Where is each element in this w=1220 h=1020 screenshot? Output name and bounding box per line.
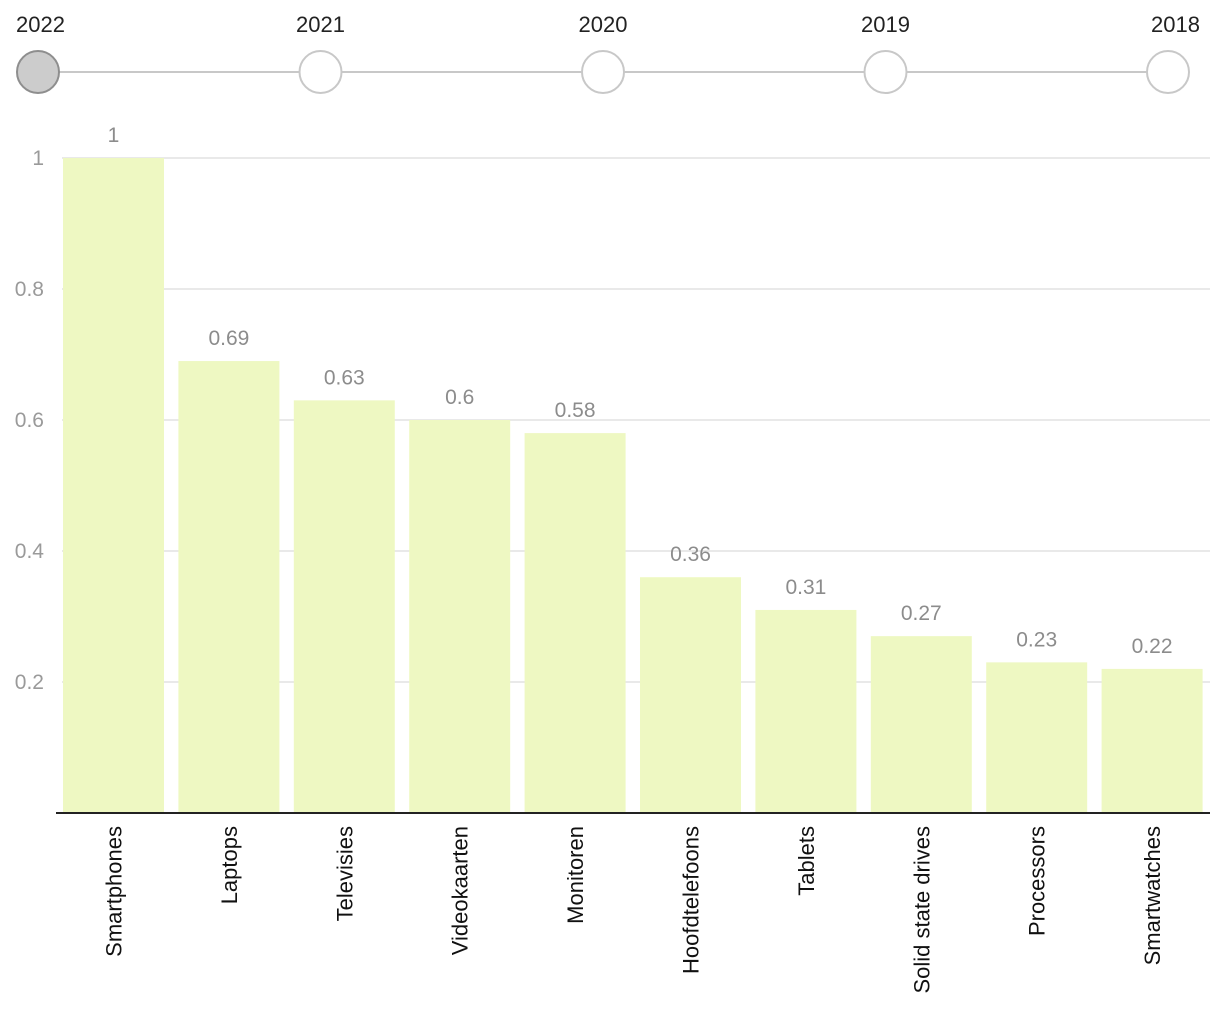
category-label: Hoofdtelefoons [679,826,704,974]
bars [63,158,1203,813]
year-dot-2021[interactable] [298,50,343,94]
year-dot-2018[interactable] [1146,50,1190,94]
value-label: 0.31 [785,576,826,599]
year-dot-2022[interactable] [16,50,60,94]
bar-tablets [755,609,857,813]
category-label: Processors [1025,826,1050,936]
bar-smartphones [63,158,164,813]
category-label: Solid state drives [909,826,934,994]
category-label: Monitoren [563,826,588,924]
y-tick-label: 0.8 [15,278,44,301]
category-label: Televisies [332,826,357,921]
year-label-2021[interactable]: 2021 [296,12,345,37]
y-tick-label: 0.4 [15,540,45,563]
year-label-2019[interactable]: 2019 [861,12,910,37]
y-tick-label: 0.6 [15,409,44,432]
year-dot-2020[interactable] [581,50,625,94]
y-axis-ticks: 0.2 0.4 0.6 0.8 1 [15,147,45,694]
y-tick-label: 0.2 [15,671,44,694]
value-labels: 1 0.69 0.63 0.6 0.58 0.36 0.31 0.27 0.23 0.22 [108,124,1173,658]
value-label: 0.6 [445,386,474,409]
year-dot-2019[interactable] [863,50,908,94]
value-label: 1 [108,124,120,147]
category-label: Tablets [794,826,819,896]
category-label: Smartphones [102,826,127,957]
bar-processors [986,662,1088,813]
bar-monitoren [524,433,626,813]
value-label: 0.36 [670,543,711,566]
value-label: 0.63 [324,366,365,389]
value-label: 0.69 [208,327,249,350]
year-label-2018[interactable]: 2018 [1151,12,1200,37]
year-label-2022[interactable]: 2022 [16,12,65,37]
value-label: 0.23 [1016,628,1057,651]
bar-laptops [178,361,280,813]
year-label-2020[interactable]: 2020 [579,12,628,37]
value-label: 0.58 [555,399,596,422]
category-label: Laptops [217,826,242,904]
value-label: 0.27 [901,602,942,625]
bar-televisies [293,400,395,813]
category-label: Videokaarten [448,826,473,955]
bar-smartwatches [1101,668,1203,813]
bar-hoofdtelefoons [640,577,741,813]
category-labels: Smartphones Laptops Televisies Videokaarten… [102,826,1166,994]
bar-solid-state-drives [870,636,972,813]
y-tick-label: 1 [32,147,44,170]
category-label: Smartwatches [1140,826,1165,965]
value-label: 0.22 [1132,635,1173,658]
year-timeline: 2022 2021 2020 2019 2018 [16,12,1200,94]
bar-videokaarten [409,420,511,813]
